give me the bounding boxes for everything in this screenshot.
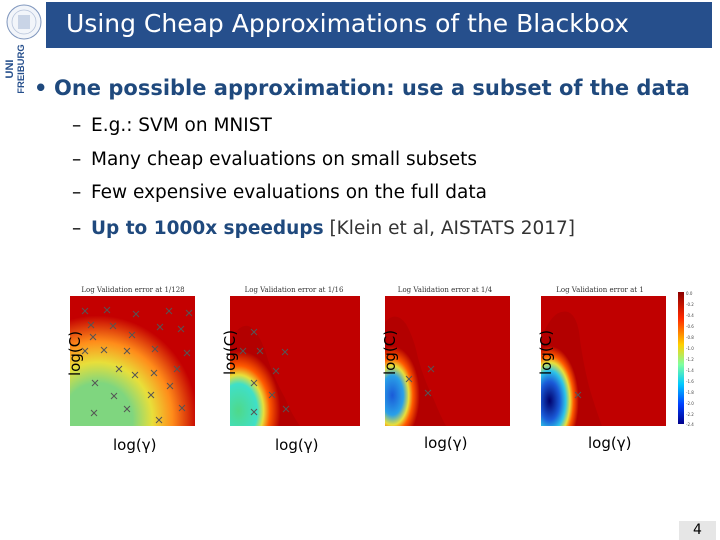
svg-text:-2.0: -2.0 bbox=[686, 401, 694, 406]
svg-text:-0.4: -0.4 bbox=[686, 313, 694, 318]
heatmap-area bbox=[70, 296, 195, 426]
sample-markers bbox=[574, 391, 582, 399]
main-bullet-text: One possible approximation: use a subset… bbox=[54, 76, 690, 100]
panel-subtitle: Log Validation error at 1/16 bbox=[245, 286, 344, 294]
panel-subtitle: Log Validation error at 1/128 bbox=[81, 286, 184, 294]
university-logo: UNI FREIBURG bbox=[3, 3, 45, 93]
svg-text:-0.8: -0.8 bbox=[686, 335, 694, 340]
colorbar-ticks: 0.0 -0.2 -0.4 -0.6 -0.8 -1.0 -1.2 -1.4 -… bbox=[686, 291, 694, 427]
logo-letters-freiburg: FREIBURG bbox=[16, 44, 27, 93]
slide-title: Using Cheap Approximations of the Blackb… bbox=[66, 9, 629, 38]
sub-bullet-text: Many cheap evaluations on small subsets bbox=[91, 149, 478, 170]
panel-2-xlabel: log(γ) bbox=[275, 436, 318, 454]
sample-markers bbox=[239, 328, 290, 416]
svg-text:-1.8: -1.8 bbox=[686, 390, 694, 395]
sub-bullet-dash: – bbox=[72, 115, 82, 136]
page-number-box: 4 bbox=[679, 521, 716, 540]
heatmap-panel-3: Log Validation error at 1/4 bbox=[385, 286, 510, 426]
sample-markers bbox=[405, 365, 435, 397]
heatmap-figure: Log Validation error at 1/128 log(C) log… bbox=[66, 286, 694, 454]
heatmap-panel-1: Log Validation error at 1/128 bbox=[70, 286, 195, 426]
sub-bullet-dash: – bbox=[72, 149, 82, 170]
panel-4-xlabel: log(γ) bbox=[588, 434, 631, 452]
svg-text:-2.4: -2.4 bbox=[686, 422, 694, 427]
sub-bullet-1: – E.g.: SVM on MNIST bbox=[72, 115, 272, 136]
sub-bullet-text: E.g.: SVM on MNIST bbox=[91, 115, 272, 136]
bullet-symbol: • bbox=[34, 76, 48, 100]
panel-subtitle: Log Validation error at 1 bbox=[556, 286, 644, 294]
sub-bullet-dash: – bbox=[72, 218, 82, 239]
svg-text:-1.0: -1.0 bbox=[686, 346, 694, 351]
panel-3-ylabel: log(C) bbox=[381, 330, 399, 375]
citation: [Klein et al, AISTATS 2017] bbox=[323, 218, 575, 239]
svg-text:-1.6: -1.6 bbox=[686, 379, 694, 384]
title-box: Using Cheap Approximations of the Blackb… bbox=[46, 2, 712, 48]
header-bar: UNI FREIBURG Using Cheap Approximations … bbox=[0, 0, 720, 93]
logo-letters-uni: UNI bbox=[4, 60, 16, 79]
heatmap-panel-4: Log Validation error at 1 0.0 -0.2 -0.4 … bbox=[541, 286, 694, 427]
page-number: 4 bbox=[693, 522, 702, 538]
sub-bullet-2: – Many cheap evaluations on small subsets bbox=[72, 149, 477, 170]
sub-bullet-text: Few expensive evaluations on the full da… bbox=[91, 182, 487, 203]
main-bullet: • One possible approximation: use a subse… bbox=[34, 76, 690, 100]
sub-bullet-dash: – bbox=[72, 182, 82, 203]
svg-text:-0.2: -0.2 bbox=[686, 302, 694, 307]
svg-text:0.0: 0.0 bbox=[686, 291, 693, 296]
panel-1-xlabel: log(γ) bbox=[113, 436, 156, 454]
svg-text:-1.2: -1.2 bbox=[686, 357, 694, 362]
panel-4-ylabel: log(C) bbox=[537, 330, 555, 375]
panel-2-ylabel: log(C) bbox=[221, 330, 239, 375]
panel-3-xlabel: log(γ) bbox=[424, 434, 467, 452]
sub-bullet-4: – Up to 1000x speedups [Klein et al, AIST… bbox=[72, 218, 575, 239]
svg-text:-2.2: -2.2 bbox=[686, 412, 694, 417]
colorbar bbox=[678, 292, 684, 424]
panel-1-ylabel: log(C) bbox=[66, 331, 84, 376]
speedup-highlight: Up to 1000x speedups bbox=[91, 218, 324, 239]
svg-text:-0.6: -0.6 bbox=[686, 324, 694, 329]
sub-bullet-3: – Few expensive evaluations on the full d… bbox=[72, 182, 487, 203]
university-wordmark: UNI FREIBURG bbox=[4, 44, 27, 93]
university-seal-icon bbox=[6, 4, 42, 40]
panel-subtitle: Log Validation error at 1/4 bbox=[398, 286, 493, 294]
svg-text:-1.4: -1.4 bbox=[686, 368, 694, 373]
heatmap-panel-2: Log Validation error at 1/16 bbox=[230, 286, 360, 426]
sample-markers bbox=[81, 306, 193, 424]
